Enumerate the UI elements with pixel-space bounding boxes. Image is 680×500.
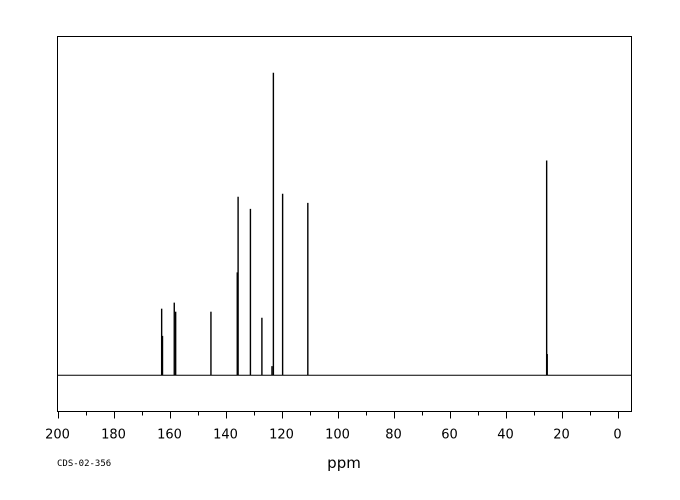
- x-axis-title: ppm: [327, 454, 361, 472]
- tick-label-80: 80: [385, 428, 402, 443]
- tick-label-160: 160: [157, 428, 182, 443]
- tick-label-20: 20: [553, 428, 570, 443]
- sample-code-label: CDS-02-356: [57, 459, 111, 469]
- plot-frame: [57, 36, 632, 412]
- tick-label-40: 40: [497, 428, 514, 443]
- axis-ticks: [58, 411, 619, 419]
- tick-label-0: 0: [613, 428, 621, 443]
- tick-label-140: 140: [213, 428, 238, 443]
- tick-label-100: 100: [325, 428, 350, 443]
- axis-tick-labels: 200 180 160 140 120 100 80 60 40 20 0: [45, 428, 622, 443]
- tick-label-180: 180: [101, 428, 126, 443]
- tick-label-60: 60: [441, 428, 458, 443]
- spectrum-peaks: [160, 72, 548, 376]
- tick-label-120: 120: [269, 428, 294, 443]
- tick-label-200: 200: [45, 428, 70, 443]
